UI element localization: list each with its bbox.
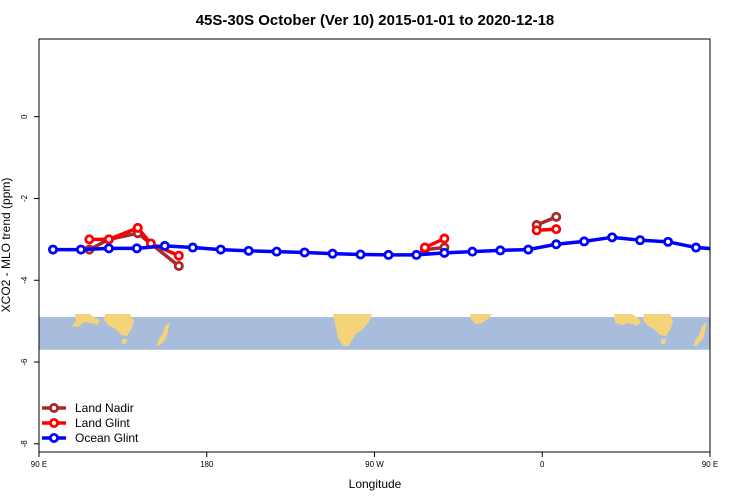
map-ocean <box>39 317 710 350</box>
data-point-ocean-glint <box>383 249 394 260</box>
data-point-land-nadir <box>551 211 562 222</box>
data-point-ocean-glint <box>551 239 562 250</box>
data-point-land-glint <box>439 233 450 244</box>
data-point-land-glint <box>419 242 430 253</box>
data-point-ocean-glint <box>523 244 534 255</box>
y-axis: 0 -2 -4 -6 -8 <box>20 114 39 447</box>
legend-marker <box>49 402 60 413</box>
data-point-ocean-glint <box>467 246 478 257</box>
series-line-ocean-glint <box>52 235 710 257</box>
x-axis: 90 E 180 90 W 0 90 E <box>31 452 718 469</box>
data-point-ocean-glint <box>75 244 86 255</box>
legend-label: Land Nadir <box>75 401 134 415</box>
data-point-land-glint <box>103 234 114 245</box>
y-tick-label: -6 <box>20 358 29 366</box>
y-tick-label: -8 <box>20 440 29 448</box>
data-point-ocean-glint <box>579 236 590 247</box>
chart-title: 45S-30S October (Ver 10) 2015-01-01 to 2… <box>196 12 555 29</box>
data-point-ocean-glint <box>103 243 114 254</box>
data-point-ocean-glint <box>720 246 727 253</box>
y-tick-label: 0 <box>20 114 29 119</box>
data-point-ocean-glint <box>495 245 506 256</box>
data-point-land-nadir <box>173 260 184 271</box>
y-axis-label: XCO2 - MLO trend (ppm) <box>0 178 13 313</box>
legend-item-land-glint: Land Glint <box>42 416 130 430</box>
data-point-land-glint <box>551 224 562 235</box>
x-tick-label: 0 <box>540 460 545 469</box>
data-point-ocean-glint <box>439 247 450 258</box>
data-point-ocean-glint <box>299 247 310 258</box>
map-land <box>643 314 673 336</box>
map-land <box>122 339 127 344</box>
series-ocean-glint <box>47 232 727 260</box>
data-point-ocean-glint <box>691 242 702 253</box>
data-point-ocean-glint <box>215 244 226 255</box>
legend-label: Land Glint <box>75 416 130 430</box>
data-point-ocean-glint <box>635 235 646 246</box>
map-land <box>333 314 372 346</box>
map-land <box>661 339 666 344</box>
data-point-land-glint <box>531 225 542 236</box>
legend-marker <box>49 417 60 428</box>
data-point-ocean-glint <box>327 248 338 259</box>
data-point-ocean-glint <box>607 232 618 243</box>
legend-marker <box>49 432 60 443</box>
map-land <box>156 322 170 346</box>
series-land-glint <box>84 222 562 261</box>
data-point-ocean-glint <box>663 236 674 247</box>
map-land <box>693 322 707 346</box>
legend-label: Ocean Glint <box>75 431 139 445</box>
data-point-ocean-glint <box>243 245 254 256</box>
series-layer <box>47 211 727 271</box>
map-land <box>614 314 641 326</box>
data-point-ocean-glint <box>159 240 170 251</box>
x-axis-label: Longitude <box>349 477 402 491</box>
data-point-ocean-glint <box>47 244 58 255</box>
data-point-ocean-glint <box>271 246 282 257</box>
data-point-ocean-glint <box>411 249 422 260</box>
data-point-ocean-glint <box>131 243 142 254</box>
y-tick-label: -2 <box>20 194 29 202</box>
map-land <box>104 314 134 336</box>
map-land <box>72 314 100 327</box>
data-point-land-glint <box>84 234 95 245</box>
x-tick-label: 180 <box>200 460 214 469</box>
x-tick-label: 90 W <box>365 460 384 469</box>
data-point-land-glint <box>132 222 143 233</box>
data-point-land-glint <box>173 250 184 261</box>
series-line-land-nadir <box>88 231 180 268</box>
world-map-strip <box>39 314 710 350</box>
x-tick-label: 90 E <box>702 460 718 469</box>
map-land <box>470 314 492 324</box>
y-tick-label: -4 <box>20 276 29 284</box>
x-tick-label: 90 E <box>31 460 47 469</box>
legend-item-land-nadir: Land Nadir <box>42 401 134 415</box>
legend-item-ocean-glint: Ocean Glint <box>42 431 139 445</box>
data-point-ocean-glint <box>187 242 198 253</box>
data-point-ocean-glint <box>355 249 366 260</box>
